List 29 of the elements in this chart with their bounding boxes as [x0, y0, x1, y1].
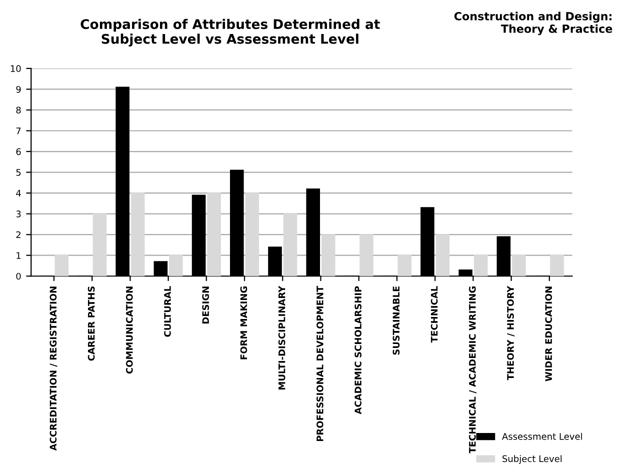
x-tick-label: MULTI-DISCIPLINARY: [278, 286, 286, 390]
x-tick-label: ACADEMIC SCHOLARSHIP: [354, 286, 362, 414]
x-tick-label: TECHNICAL / ACADEMIC WRITING: [468, 286, 476, 454]
y-tick-label: 4: [16, 190, 21, 196]
chart-title: Comparison of Attributes Determined at Subject Level vs Assessment Level: [80, 18, 380, 47]
x-tick-label: ACCREDITATION / REGISTRATION: [50, 286, 58, 451]
x-tick-label: SUSTAINABLE: [392, 286, 400, 355]
x-tick-label: CAREER PATHS: [88, 286, 95, 361]
x-tick-label: TECHNICAL: [430, 286, 438, 343]
x-tick-label: COMMUNICATION: [126, 286, 133, 374]
x-tick-label: PROFESSIONAL DEVELOPMENT: [316, 286, 324, 442]
y-tick-label: 5: [16, 169, 21, 176]
x-tick-label: DESIGN: [202, 286, 210, 324]
y-tick-label: 0: [16, 272, 21, 280]
y-tick-label: 2: [16, 231, 20, 238]
y-tick-label: 8: [16, 106, 21, 114]
y-tick-label: 6: [16, 148, 21, 156]
legend-label: Assessment Level: [502, 432, 582, 440]
x-tick-label: THEORY / HISTORY: [507, 286, 515, 380]
x-tick-label: WIDER EDUCATION: [545, 286, 552, 382]
x-tick-label: CULTURAL: [164, 286, 171, 337]
y-tick-label: 7: [16, 128, 21, 134]
y-tick-label: 9: [16, 86, 21, 93]
x-tick-label: FORM MAKING: [240, 286, 248, 360]
chart-subtitle: Construction and Design: Theory & Practice: [454, 12, 612, 36]
y-tick-label: 10: [10, 65, 21, 72]
legend-label: Subject Level: [502, 455, 562, 464]
y-tick-label: 1: [16, 252, 21, 259]
y-tick-label: 3: [16, 210, 21, 218]
